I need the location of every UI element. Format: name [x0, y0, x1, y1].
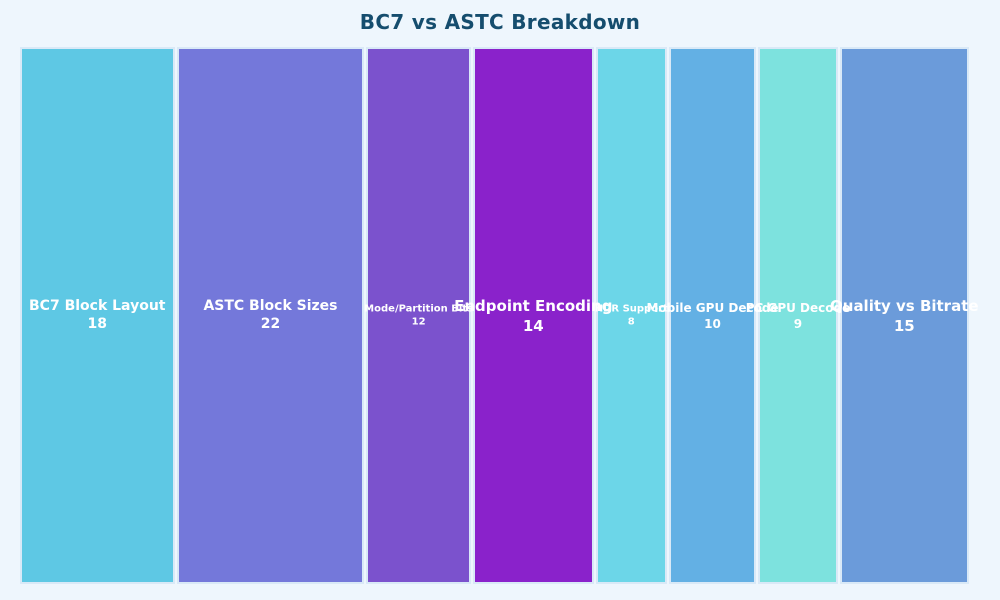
bar-value-label: 12: [411, 316, 426, 328]
bar-label-block: ASTC Block Sizes 22: [203, 297, 337, 335]
bar-value-label: 8: [627, 316, 635, 328]
bar-segment-5: HDR Support 8: [595, 47, 668, 584]
bar-label-block: PC GPU Decode 9: [746, 299, 851, 331]
bar-value-label: 18: [87, 316, 107, 333]
bar-label-block: Mode/Partition Bits 12: [364, 302, 473, 329]
bar-segment-8: Quality vs Bitrate 15: [830, 47, 979, 584]
bar-segment-6: Mobile GPU Decode 10: [646, 47, 779, 584]
bar-value-label: 22: [260, 316, 281, 333]
bar-segment-1: BC7 Block Layout 18: [20, 47, 175, 584]
bar-label-block: Endpoint Encoding 14: [454, 295, 612, 336]
bar-category-label: BC7 Block Layout: [29, 297, 166, 314]
bar-segment-3: Mode/Partition Bits 12: [364, 47, 473, 584]
bar-segment-2: ASTC Block Sizes 22: [176, 47, 365, 584]
bar-category-label: Quality vs Bitrate: [830, 296, 979, 315]
bar-row: BC7 Block Layout 18 ASTC Block Sizes 22 …: [20, 47, 979, 584]
bar-label-block: Quality vs Bitrate 15: [830, 295, 979, 336]
bar-category-label: ASTC Block Sizes: [203, 297, 338, 314]
bar-category-label: HDR Support: [594, 303, 668, 314]
bar-category-label: Mode/Partition Bits: [364, 303, 474, 314]
bar-value-label: 9: [793, 316, 803, 331]
bar-category-label: Endpoint Encoding: [454, 296, 613, 315]
bar-value-label: 15: [893, 316, 915, 335]
chart-title: BC7 vs ASTC Breakdown: [359, 10, 641, 34]
bar-segment-7: PC GPU Decode 9: [746, 47, 850, 584]
bar-value-label: 14: [522, 316, 544, 335]
bar-label-block: HDR Support 8: [595, 302, 668, 329]
bar-label-block: BC7 Block Layout 18: [29, 297, 165, 335]
bar-segment-4: Endpoint Encoding 14: [454, 47, 612, 584]
bar-category-label: PC GPU Decode: [745, 300, 851, 315]
